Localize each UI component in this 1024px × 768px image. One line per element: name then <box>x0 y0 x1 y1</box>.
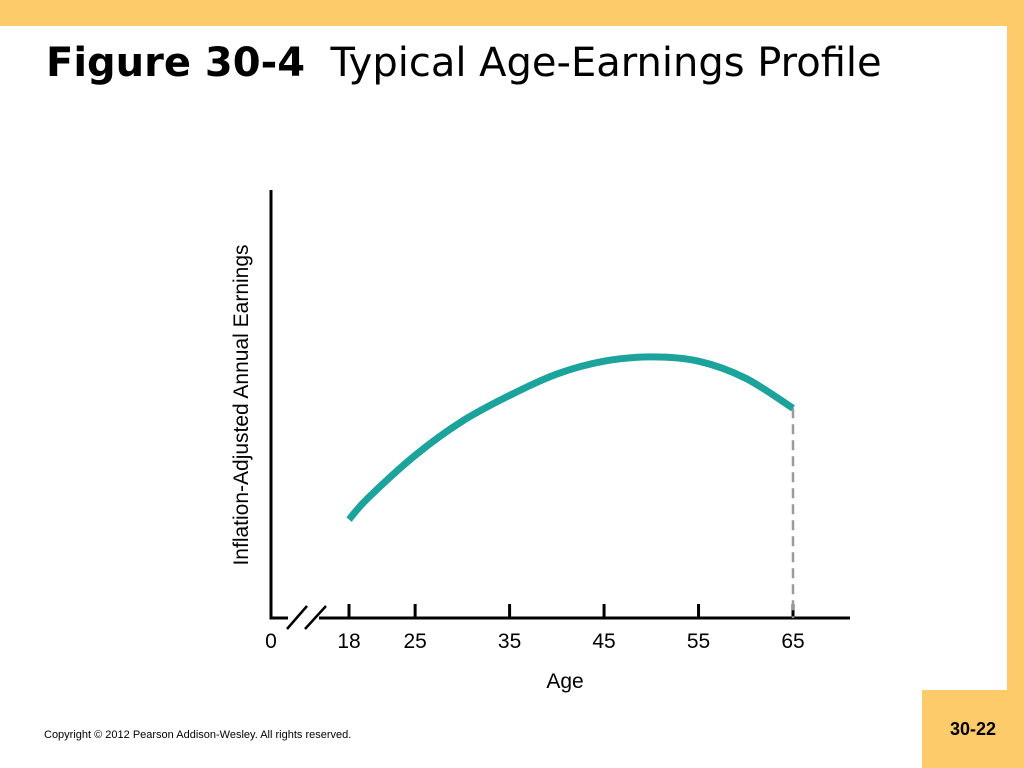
figure-caption: Typical Age-Earnings Profile <box>330 40 882 86</box>
x-tick-label: 0 <box>265 630 277 653</box>
x-tick-label: 18 <box>337 630 360 653</box>
slide-number: 30-22 <box>949 718 997 739</box>
slide-frame-top <box>0 0 1024 26</box>
x-tick-label: 55 <box>687 630 710 653</box>
x-tick-label: 65 <box>781 630 804 653</box>
y-axis-label: Inflation-Adjusted Annual Earnings <box>230 244 253 565</box>
copyright-notice: Copyright © 2012 Pearson Addison-Wesley.… <box>44 729 352 741</box>
x-axis-label: Age <box>546 670 583 693</box>
x-tick-label: 25 <box>403 630 426 653</box>
earnings-curve <box>346 353 795 522</box>
slide-frame-right <box>1007 0 1024 690</box>
chart-series <box>346 353 795 522</box>
x-tick-label: 45 <box>592 630 615 653</box>
axis-break-mark <box>286 605 308 630</box>
slide-number-box: 30-22 <box>922 690 1024 768</box>
x-tick-label: 35 <box>498 630 521 653</box>
chart-axes <box>269 190 850 630</box>
figure-number: Figure 30-4 <box>46 40 306 86</box>
x-axis-ticks: 0 18 25 35 45 55 65 <box>265 604 805 653</box>
axis-break-mark <box>304 605 327 630</box>
slide-title: Figure 30-4 Typical Age-Earnings Profile <box>46 38 926 88</box>
